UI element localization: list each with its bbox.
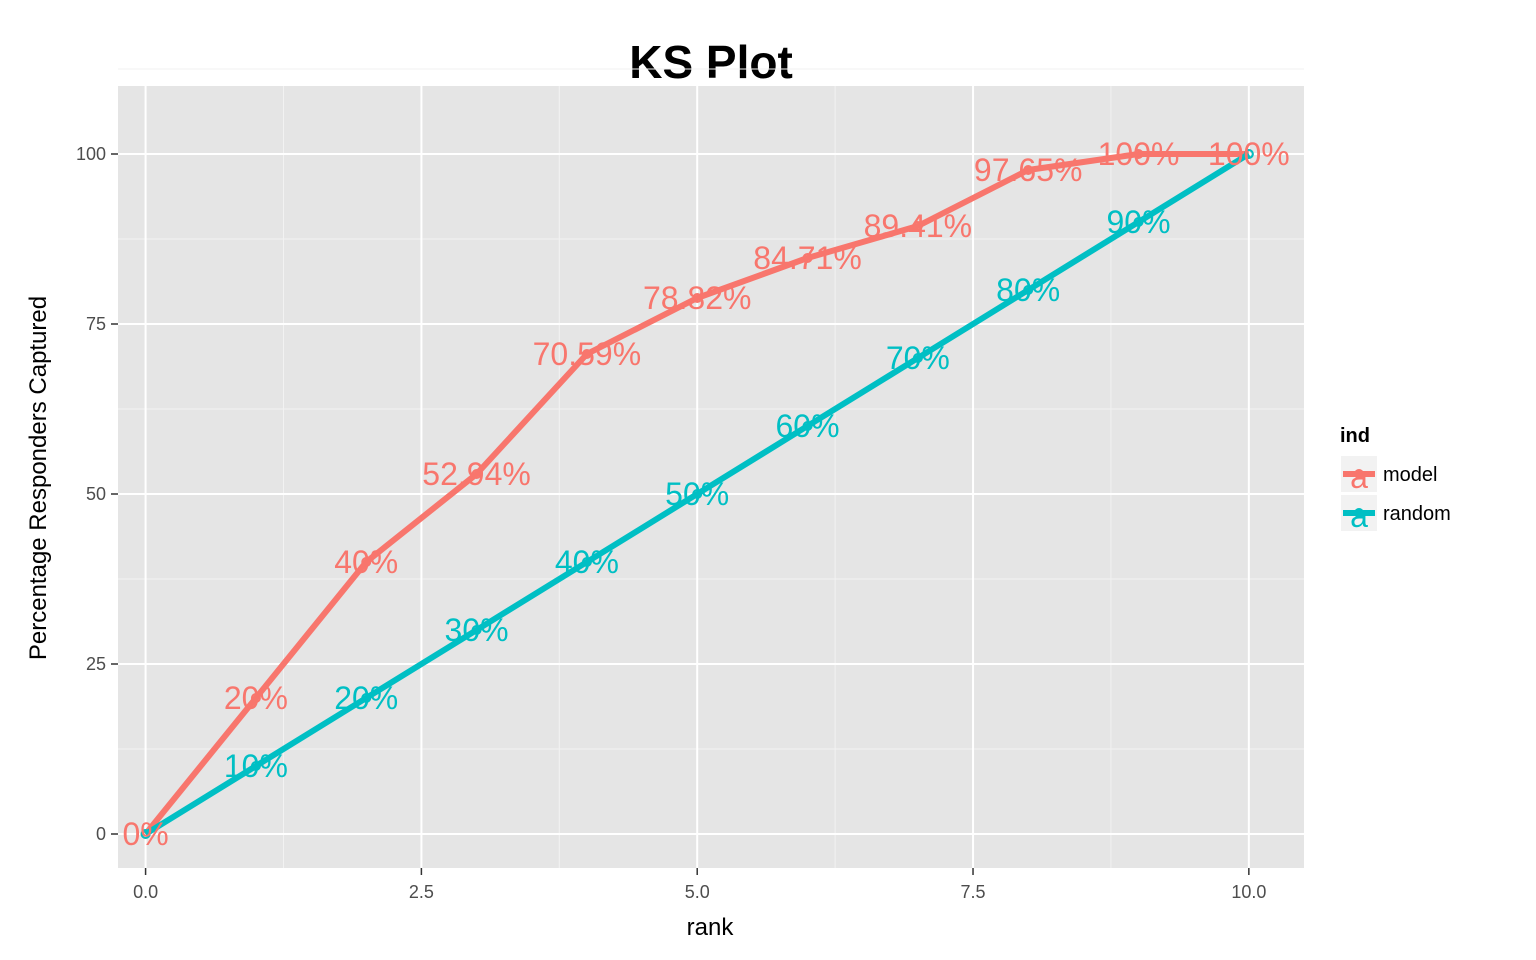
- data-label-model: 20%: [224, 680, 288, 716]
- data-label-model: 52.94%: [422, 456, 531, 492]
- data-point-model: [471, 469, 482, 480]
- chart-title: KS Plot: [629, 36, 793, 88]
- data-label-random: 90%: [1106, 204, 1170, 240]
- data-label-model: 97.65%: [974, 152, 1083, 188]
- legend-point-random: [1354, 508, 1364, 518]
- legend-text-glyph-model: a: [1350, 459, 1368, 495]
- data-point-model: [250, 693, 261, 703]
- axis-ticks: 0.0 2.5 5.0 7.5 10.0 0 25 50 75 100: [76, 144, 1266, 902]
- data-point-random: [1243, 149, 1254, 159]
- data-point-model: [1023, 164, 1034, 175]
- series-line-model: [143, 151, 1249, 836]
- data-label-model: 78.82%: [643, 280, 752, 316]
- data-point-random: [250, 761, 261, 771]
- legend-label-random: random: [1383, 503, 1451, 525]
- y-axis-title: Percentage Responders Captured: [25, 296, 52, 660]
- data-point-model: [1133, 149, 1144, 159]
- x-tick-label: 7.5: [961, 882, 986, 902]
- data-point-random: [361, 693, 372, 703]
- data-point-random: [912, 353, 923, 363]
- legend-title: ind: [1340, 425, 1370, 447]
- data-label-model: 0%: [122, 816, 168, 852]
- x-tick-label: 5.0: [685, 882, 710, 902]
- series-line-random: [144, 151, 1251, 837]
- data-label-random: 60%: [776, 408, 840, 444]
- data-label-model: 100%: [1208, 136, 1290, 172]
- data-label-random: 70%: [886, 340, 950, 376]
- data-label-model: 100%: [1098, 136, 1180, 172]
- data-label-random: 50%: [665, 476, 729, 512]
- data-label-random: 80%: [996, 272, 1060, 308]
- data-point-model: [912, 221, 923, 232]
- series-layer: [140, 149, 1254, 839]
- data-point-model: [361, 557, 372, 567]
- plot-panel: [118, 86, 1304, 868]
- data-point-random: [692, 489, 703, 499]
- grid-lines: [118, 68, 1304, 868]
- x-axis-title: rank: [687, 914, 735, 941]
- data-point-random: [581, 557, 592, 567]
- y-tick-label: 50: [86, 484, 106, 504]
- legend-label-model: model: [1383, 464, 1437, 486]
- data-label-model: 84.71%: [753, 240, 862, 276]
- data-label-random: 20%: [334, 680, 398, 716]
- y-tick-label: 75: [86, 314, 106, 334]
- data-point-random: [802, 421, 813, 431]
- data-labels: 0% 20% 40% 52.94% 70.59%78.82%84.71%89.41%97…: [122, 136, 1289, 852]
- data-point-random: [1023, 285, 1034, 295]
- y-tick-label: 100: [76, 144, 106, 164]
- data-label-model: 40%: [334, 544, 398, 580]
- data-label-model: 89.41%: [864, 208, 973, 244]
- legend-text-glyph-random: a: [1350, 498, 1368, 534]
- data-label-model: 70.59%: [533, 336, 642, 372]
- y-tick-label: 25: [86, 654, 106, 674]
- legend-point-model: [1354, 469, 1364, 479]
- data-label-random: 30%: [445, 612, 509, 648]
- data-point-random: [1133, 217, 1144, 227]
- data-point-model: [692, 293, 703, 304]
- data-point-model: [581, 348, 592, 359]
- panel-background: [118, 86, 1304, 868]
- x-tick-label: 10.0: [1231, 882, 1266, 902]
- data-point-random: [140, 829, 151, 839]
- data-point-model: [802, 252, 813, 263]
- data-label-random: 10%: [224, 748, 288, 784]
- data-point-random: [471, 625, 482, 635]
- data-label-random: 40%: [555, 544, 619, 580]
- x-tick-label: 2.5: [409, 882, 434, 902]
- y-tick-label: 0: [96, 824, 106, 844]
- x-tick-label: 0.0: [133, 882, 158, 902]
